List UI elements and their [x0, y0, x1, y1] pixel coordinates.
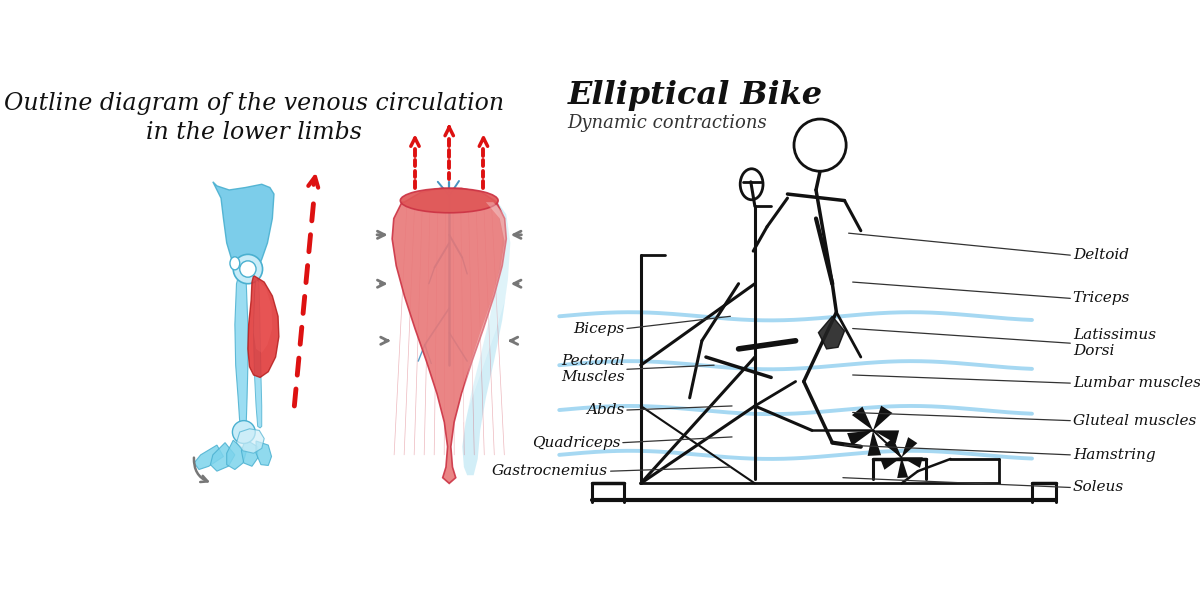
Polygon shape: [898, 457, 908, 478]
Polygon shape: [458, 202, 512, 422]
FancyArrowPatch shape: [378, 280, 385, 287]
FancyArrowPatch shape: [380, 337, 388, 344]
FancyArrowPatch shape: [479, 138, 487, 146]
Ellipse shape: [230, 257, 240, 270]
Text: Lumbar muscles: Lumbar muscles: [1073, 376, 1200, 390]
FancyArrowPatch shape: [308, 177, 318, 188]
Polygon shape: [248, 275, 278, 377]
Text: Gluteal muscles: Gluteal muscles: [1073, 413, 1196, 428]
Text: Elliptical Bike: Elliptical Bike: [568, 80, 822, 111]
Polygon shape: [210, 443, 235, 471]
Polygon shape: [236, 429, 264, 453]
Ellipse shape: [401, 188, 498, 213]
Text: Latissimus
Dorsi: Latissimus Dorsi: [1073, 328, 1156, 358]
Polygon shape: [235, 271, 248, 430]
FancyArrowPatch shape: [514, 231, 522, 238]
Polygon shape: [256, 441, 271, 466]
Circle shape: [794, 119, 846, 171]
Polygon shape: [874, 430, 899, 443]
Polygon shape: [901, 437, 917, 457]
Polygon shape: [253, 275, 262, 428]
Text: Triceps: Triceps: [1073, 292, 1130, 305]
Text: Deltoid: Deltoid: [1073, 248, 1129, 262]
Polygon shape: [847, 430, 874, 446]
Polygon shape: [881, 457, 901, 470]
Circle shape: [233, 254, 263, 284]
Polygon shape: [818, 316, 845, 349]
Polygon shape: [392, 188, 506, 484]
FancyArrowPatch shape: [510, 337, 517, 344]
Text: Soleus: Soleus: [1073, 481, 1124, 494]
FancyArrowPatch shape: [377, 231, 385, 238]
Polygon shape: [868, 430, 881, 456]
FancyArrowPatch shape: [514, 280, 521, 287]
Polygon shape: [901, 457, 923, 468]
Polygon shape: [227, 440, 246, 470]
Text: Abds: Abds: [586, 403, 624, 417]
Text: Gastrocnemius: Gastrocnemius: [492, 464, 608, 478]
Polygon shape: [462, 198, 510, 475]
Text: Pectoral
Muscles: Pectoral Muscles: [560, 354, 624, 385]
Polygon shape: [212, 182, 274, 275]
FancyArrowPatch shape: [410, 138, 419, 146]
Polygon shape: [194, 445, 223, 470]
Text: Outline diagram of the venous circulation: Outline diagram of the venous circulatio…: [4, 92, 504, 115]
FancyArrowPatch shape: [445, 127, 454, 136]
Circle shape: [240, 261, 256, 277]
Polygon shape: [241, 439, 258, 466]
Polygon shape: [874, 406, 893, 430]
Text: Dynamic contractions: Dynamic contractions: [568, 114, 767, 132]
Text: Biceps: Biceps: [574, 322, 624, 335]
Text: Hamstring: Hamstring: [1073, 448, 1156, 462]
FancyArrowPatch shape: [194, 458, 208, 482]
Polygon shape: [253, 280, 272, 353]
Circle shape: [233, 421, 256, 443]
Text: Quadriceps: Quadriceps: [532, 436, 620, 449]
Polygon shape: [884, 438, 901, 457]
Text: in the lower limbs: in the lower limbs: [145, 121, 361, 143]
Polygon shape: [852, 407, 874, 430]
